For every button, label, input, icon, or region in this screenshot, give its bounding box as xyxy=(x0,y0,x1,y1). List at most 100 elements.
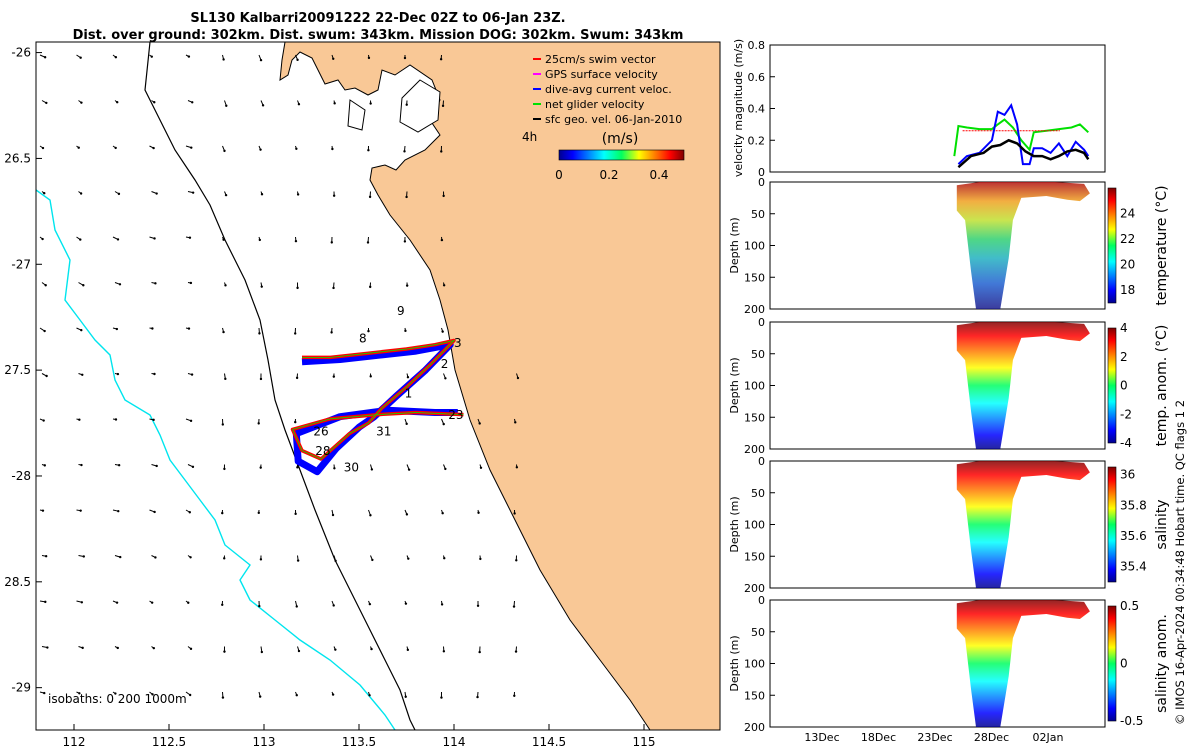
geo-vector-head xyxy=(41,509,45,512)
geo-vector-head xyxy=(407,557,410,560)
geo-vector-head xyxy=(118,283,122,286)
geo-vector-head xyxy=(334,648,337,651)
map-x-tick-label: 112.5 xyxy=(152,735,186,749)
title-line-1: SL130 Kalbarri20091222 22-Dec 02Z to 06-… xyxy=(190,11,565,26)
waypoint-label: 2 xyxy=(441,357,449,371)
geo-vector-head xyxy=(155,464,158,468)
section-salinity: 0 50 100 150 200 Depth (m) 35.4 35.6 35.8 36 salin… xyxy=(728,455,1170,595)
velocity-series xyxy=(957,138,1090,169)
geo-vector-head xyxy=(294,512,297,516)
geo-vector-head xyxy=(331,513,335,517)
colorbar-tick-label: 2 xyxy=(1120,350,1128,364)
depth-tick-label: 200 xyxy=(744,303,765,316)
map-x-tick-label: 113 xyxy=(253,735,276,749)
depth-tick-label: 100 xyxy=(744,658,765,671)
map-colorbar xyxy=(558,149,685,161)
geo-vector-head xyxy=(82,555,85,558)
geo-vector-head xyxy=(366,241,370,244)
geo-vector-head xyxy=(371,558,374,562)
geo-vector-head xyxy=(368,602,372,606)
geo-vector-head xyxy=(333,467,336,470)
geo-vector-head xyxy=(43,329,46,333)
geo-vector-head xyxy=(152,418,155,422)
geo-vector-head xyxy=(153,372,156,376)
depth-tick-label: 100 xyxy=(744,380,765,393)
geo-vector-head xyxy=(224,193,228,197)
depth-ylabel: Depth (m) xyxy=(728,496,741,552)
geo-vector-head xyxy=(43,191,46,195)
section-colorbar xyxy=(1107,466,1117,583)
geo-vector-head xyxy=(294,239,298,243)
geo-vector-head xyxy=(403,56,407,60)
geo-vector-head xyxy=(296,559,300,562)
geo-vector-head xyxy=(476,604,480,607)
waypoint-label: 30 xyxy=(344,461,359,475)
geo-vector-head xyxy=(368,285,372,289)
depth-tick-label: 0 xyxy=(758,176,765,189)
geo-vector-head xyxy=(476,695,479,699)
geo-vector-head xyxy=(46,646,49,649)
waypoint-label: 1 xyxy=(405,387,413,401)
section-colorbar xyxy=(1107,605,1117,722)
vel-y-tick-label: 0.2 xyxy=(748,134,766,147)
waypoint-labels: 1 23 8 9 23 26 28 30 31 xyxy=(313,304,463,475)
geo-vector-head xyxy=(151,327,154,330)
geo-vector-head xyxy=(155,192,158,195)
geo-vector-head xyxy=(43,56,47,59)
geo-vector-head xyxy=(114,418,118,421)
geo-vector-head xyxy=(479,466,483,469)
geo-vector-head xyxy=(150,55,153,58)
geo-vector-head xyxy=(442,284,446,287)
depth-tick-label: 200 xyxy=(744,582,765,595)
geo-vector-head xyxy=(43,464,46,467)
geo-vector-head xyxy=(189,419,193,423)
geo-vector-head xyxy=(224,377,227,381)
geo-vector-head xyxy=(293,332,297,335)
geo-vector-head xyxy=(367,149,370,152)
geo-vector-head xyxy=(330,241,333,244)
depth-tick-label: 50 xyxy=(751,626,765,639)
map-colorbar-label: (m/s) xyxy=(602,131,639,147)
colorbar-tick-label: 35.6 xyxy=(1120,529,1147,543)
geo-vector-head xyxy=(80,101,83,104)
geo-vector-head xyxy=(44,600,47,604)
section-colorbar xyxy=(1107,187,1117,304)
geo-vector-head xyxy=(261,104,265,107)
geo-vector-head xyxy=(405,513,409,516)
geo-vector-head xyxy=(404,695,407,698)
time-tick-label: 02Jan xyxy=(1033,731,1064,744)
geo-vector-head xyxy=(43,691,46,695)
map-y-tick-label: -28 xyxy=(11,469,31,483)
geo-vector-head xyxy=(188,236,192,239)
colorbar-tick-label: -4 xyxy=(1120,436,1132,450)
velocity-series xyxy=(953,118,1089,157)
geo-vector-head xyxy=(259,58,263,62)
colorbar-tick-label: 35.8 xyxy=(1120,498,1147,512)
waypoint-label: 28 xyxy=(315,444,330,458)
geo-vector-head xyxy=(332,57,335,60)
isobath-label: isobaths: 0 200 1000m xyxy=(48,692,187,706)
geo-vector-head xyxy=(439,57,443,61)
map-x-ticks: 112 112.5 113 113.5 114 114.5 115 xyxy=(63,724,655,749)
waypoint-label: 3 xyxy=(454,336,462,350)
geo-vector-head xyxy=(189,647,193,651)
geo-vector-head xyxy=(222,58,225,61)
geo-vector-head xyxy=(333,102,336,105)
geo-vector-head xyxy=(295,376,299,380)
geo-vector-head xyxy=(441,330,444,333)
geo-vector-head xyxy=(406,375,410,379)
legend-label: dive-avg current veloc. xyxy=(545,83,672,96)
geostrophic-velocity-vectors xyxy=(39,54,520,699)
waypoint-label: 31 xyxy=(376,425,391,439)
map-x-tick-label: 112 xyxy=(63,735,86,749)
geo-vector-head xyxy=(405,422,408,426)
section-frame xyxy=(769,599,1106,728)
geo-vector-head xyxy=(44,284,47,287)
geo-vector-head xyxy=(443,556,446,560)
geo-vector-head xyxy=(154,556,157,559)
legend-extra-label: 4h xyxy=(522,130,537,144)
map-x-tick-label: 113.5 xyxy=(342,735,376,749)
colorbar-label: salinity xyxy=(1154,499,1170,549)
depth-tick-label: 100 xyxy=(744,519,765,532)
